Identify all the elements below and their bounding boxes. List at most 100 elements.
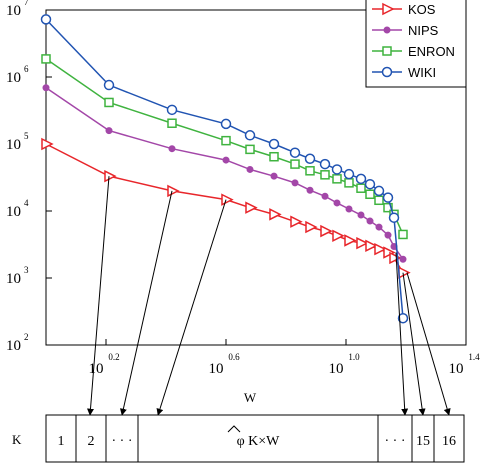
mapping-arrow [87,176,110,416]
x-tick-label: 10 [89,361,104,377]
legend-entry-enron: ENRON [408,44,455,59]
data-point [343,168,355,180]
x-tick-label: 10 [209,361,224,377]
x-tick-exponent: 0.2 [108,352,119,362]
y-tick-exponent: 5 [24,131,29,141]
data-point [304,153,316,164]
k-dimension-label: K [12,432,22,447]
y-tick-exponent: 6 [24,64,29,74]
y-tick-exponent: 4 [24,198,29,208]
data-point [290,159,300,169]
data-point [104,169,117,183]
data-point [382,2,395,16]
matrix-cells: 1 2 · · · φ K×W · · · 15 16 [58,415,456,462]
data-point [245,201,258,214]
data-point [269,208,282,221]
y-tick-label: 10 [6,338,21,354]
legend-entry-wiki: WIKI [408,65,436,80]
mapping-arrow [156,199,227,416]
x-axis: 10 0.2 10 0.6 10 1.0 10 1.4 [89,339,480,377]
y-tick-label: 10 [6,271,21,287]
mapping-arrow [402,272,426,416]
data-point [168,145,176,153]
data-point [366,217,374,225]
matrix-cell-label: 1 [58,434,65,449]
data-point [268,138,280,150]
data-point [269,151,279,162]
data-point [374,242,387,256]
data-point [381,66,393,78]
data-point [221,193,234,206]
data-point [332,229,345,243]
y-tick-exponent: 2 [24,332,29,342]
matrix-cell-label: 15 [416,434,430,449]
data-point [270,172,278,180]
mapping-arrows [87,176,451,416]
data-point [357,211,365,219]
data-point [42,84,50,92]
data-point [383,26,391,34]
data-point [103,79,115,91]
data-point [356,236,369,250]
data-point [305,220,318,234]
data-point [244,130,256,141]
series-nips [42,84,407,263]
x-tick-exponent: 0.6 [228,352,240,362]
data-point [365,189,375,199]
data-point [220,118,232,130]
data-point [41,54,51,64]
data-point [345,205,353,213]
data-point [40,14,52,25]
data-point [382,192,394,203]
y-tick-label: 10 [6,3,21,19]
data-point [333,199,341,207]
legend-entry-kos: KOS [408,2,436,17]
data-point [365,239,378,253]
data-point [344,234,357,247]
data-point [398,229,408,240]
matrix-cell-label: · · · [385,434,406,449]
data-point [397,312,409,324]
data-point [332,174,342,184]
matrix-box [45,414,465,463]
data-point [382,46,392,56]
data-point [319,158,331,170]
y-tick-label: 10 [6,137,21,153]
data-point [222,156,230,164]
y-tick-exponent: 3 [24,265,29,275]
plot-frame [45,9,467,346]
data-point [373,185,385,197]
data-point [388,212,400,223]
legend-entry-nips: NIPS [408,23,439,38]
data-point [289,147,301,158]
mapping-arrow [395,252,409,416]
data-point [291,179,299,187]
data-point [41,137,54,151]
series-enron [41,54,408,240]
data-point [364,178,376,190]
data-point [320,224,333,238]
data-point [331,164,343,175]
data-point [383,202,393,213]
y-tick-exponent: 7 [24,0,29,7]
x-tick-exponent: 1.0 [348,352,360,362]
y-tick-label: 10 [6,70,21,86]
matrix-cell-label: 16 [442,434,456,449]
data-point [167,118,177,128]
data-point [306,186,314,194]
data-point [167,184,180,198]
mapping-arrow [119,190,173,416]
w-dimension-label: W [244,390,257,405]
matrix-cell-label: φ K×W [237,434,281,449]
series-wiki [40,14,409,324]
hat-symbol [227,425,241,433]
matrix-diagram: W K 1 2 · · · φ K×W · · · 15 16 [12,390,465,463]
data-point [383,246,396,259]
series-line [45,18,404,319]
data-point [321,192,329,200]
data-point [389,251,402,265]
data-point [320,170,330,180]
